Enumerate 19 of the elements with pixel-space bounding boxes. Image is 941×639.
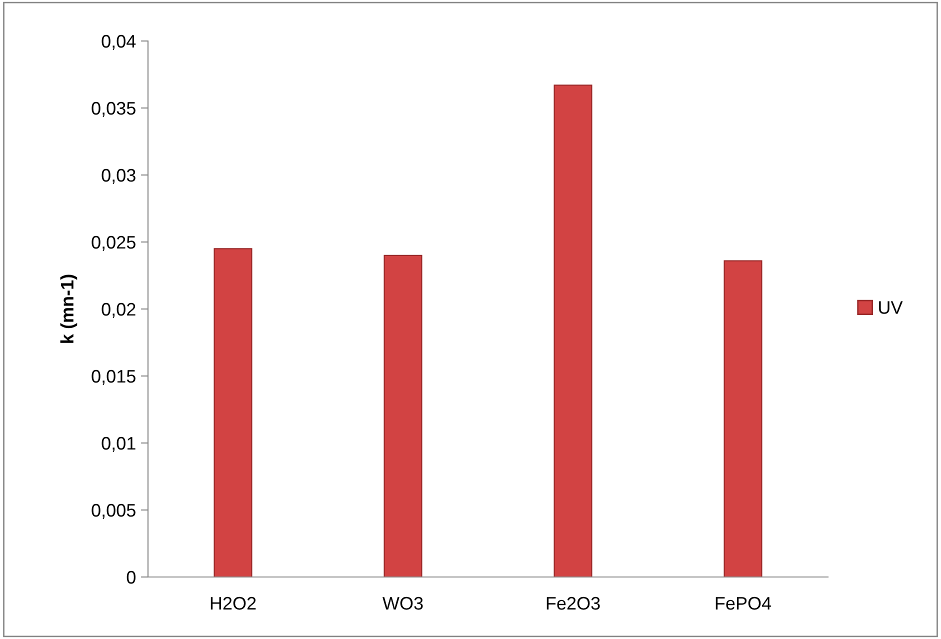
- bar: [724, 260, 762, 577]
- bar: [214, 248, 252, 577]
- y-tick-label: 0,005: [92, 504, 136, 519]
- x-tick-label: WO3: [382, 596, 423, 610]
- y-tick-label: 0,025: [92, 236, 136, 251]
- x-tick-label: H2O2: [210, 596, 256, 610]
- y-tick-label: 0,015: [92, 370, 136, 385]
- y-tick-label: 0,02: [102, 302, 136, 318]
- x-tick-label: FePO4: [716, 596, 772, 610]
- y-tick-label: 0,04: [102, 34, 136, 50]
- y-tick-label: 0,035: [92, 102, 136, 117]
- bar: [384, 254, 422, 577]
- bar: [554, 84, 592, 577]
- y-axis-title: k (mn-1): [60, 274, 78, 343]
- x-tick-label: Fe2O3: [546, 596, 600, 610]
- legend-label: UV: [879, 301, 903, 314]
- y-tick-label: 0,03: [102, 168, 136, 184]
- y-tick-label: 0,01: [102, 436, 136, 452]
- y-tick-label: 0: [126, 570, 136, 584]
